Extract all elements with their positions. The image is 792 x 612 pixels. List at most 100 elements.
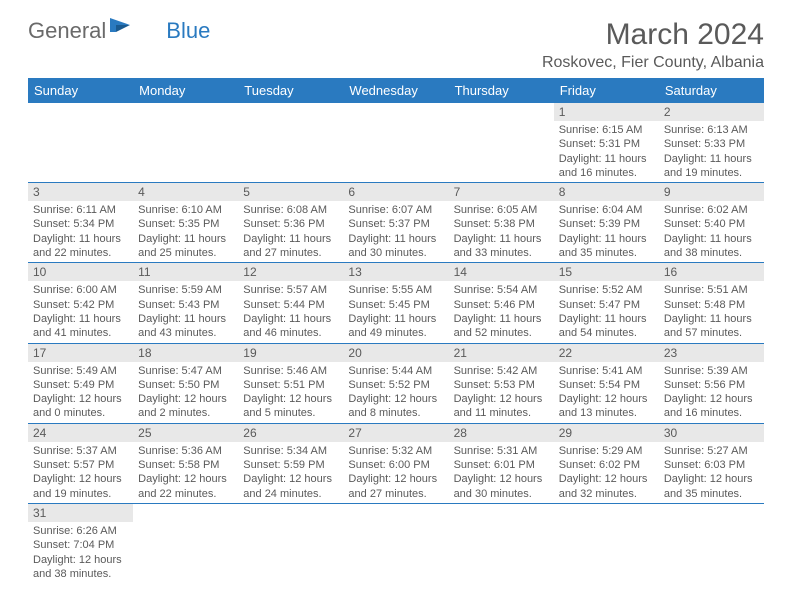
calendar-day-cell: 4Sunrise: 6:10 AMSunset: 5:35 PMDaylight… bbox=[133, 183, 238, 263]
calendar-empty-cell bbox=[238, 103, 343, 183]
calendar-empty-cell bbox=[659, 503, 764, 583]
calendar-day-cell: 24Sunrise: 5:37 AMSunset: 5:57 PMDayligh… bbox=[28, 423, 133, 503]
day-number: 30 bbox=[659, 424, 764, 442]
calendar-day-cell: 25Sunrise: 5:36 AMSunset: 5:58 PMDayligh… bbox=[133, 423, 238, 503]
day-content: Sunrise: 5:54 AMSunset: 5:46 PMDaylight:… bbox=[449, 281, 554, 342]
day-number: 20 bbox=[343, 344, 448, 362]
day-number: 12 bbox=[238, 263, 343, 281]
calendar-day-cell: 20Sunrise: 5:44 AMSunset: 5:52 PMDayligh… bbox=[343, 343, 448, 423]
day-content: Sunrise: 6:04 AMSunset: 5:39 PMDaylight:… bbox=[554, 201, 659, 262]
calendar-day-cell: 26Sunrise: 5:34 AMSunset: 5:59 PMDayligh… bbox=[238, 423, 343, 503]
calendar-empty-cell bbox=[554, 503, 659, 583]
calendar-day-cell: 12Sunrise: 5:57 AMSunset: 5:44 PMDayligh… bbox=[238, 263, 343, 343]
day-number: 28 bbox=[449, 424, 554, 442]
day-content: Sunrise: 5:42 AMSunset: 5:53 PMDaylight:… bbox=[449, 362, 554, 423]
day-content: Sunrise: 5:55 AMSunset: 5:45 PMDaylight:… bbox=[343, 281, 448, 342]
day-content: Sunrise: 6:02 AMSunset: 5:40 PMDaylight:… bbox=[659, 201, 764, 262]
day-content: Sunrise: 6:11 AMSunset: 5:34 PMDaylight:… bbox=[28, 201, 133, 262]
day-content: Sunrise: 5:27 AMSunset: 6:03 PMDaylight:… bbox=[659, 442, 764, 503]
calendar-empty-cell bbox=[449, 103, 554, 183]
day-number: 27 bbox=[343, 424, 448, 442]
calendar-day-cell: 8Sunrise: 6:04 AMSunset: 5:39 PMDaylight… bbox=[554, 183, 659, 263]
day-number: 29 bbox=[554, 424, 659, 442]
calendar-week-row: 1Sunrise: 6:15 AMSunset: 5:31 PMDaylight… bbox=[28, 103, 764, 183]
day-number: 17 bbox=[28, 344, 133, 362]
day-content: Sunrise: 5:31 AMSunset: 6:01 PMDaylight:… bbox=[449, 442, 554, 503]
day-number: 9 bbox=[659, 183, 764, 201]
calendar-day-cell: 6Sunrise: 6:07 AMSunset: 5:37 PMDaylight… bbox=[343, 183, 448, 263]
day-content: Sunrise: 5:51 AMSunset: 5:48 PMDaylight:… bbox=[659, 281, 764, 342]
day-number: 2 bbox=[659, 103, 764, 121]
calendar-empty-cell bbox=[28, 103, 133, 183]
day-number: 8 bbox=[554, 183, 659, 201]
header: General Blue March 2024 Roskovec, Fier C… bbox=[28, 18, 764, 72]
day-number: 25 bbox=[133, 424, 238, 442]
calendar-day-cell: 9Sunrise: 6:02 AMSunset: 5:40 PMDaylight… bbox=[659, 183, 764, 263]
day-content: Sunrise: 6:08 AMSunset: 5:36 PMDaylight:… bbox=[238, 201, 343, 262]
calendar-empty-cell bbox=[238, 503, 343, 583]
day-content: Sunrise: 6:15 AMSunset: 5:31 PMDaylight:… bbox=[554, 121, 659, 182]
day-number: 13 bbox=[343, 263, 448, 281]
day-content: Sunrise: 6:13 AMSunset: 5:33 PMDaylight:… bbox=[659, 121, 764, 182]
title-block: March 2024 Roskovec, Fier County, Albani… bbox=[542, 18, 764, 72]
weekday-header: Tuesday bbox=[238, 78, 343, 103]
day-content: Sunrise: 5:44 AMSunset: 5:52 PMDaylight:… bbox=[343, 362, 448, 423]
day-content: Sunrise: 5:52 AMSunset: 5:47 PMDaylight:… bbox=[554, 281, 659, 342]
day-content: Sunrise: 6:26 AMSunset: 7:04 PMDaylight:… bbox=[28, 522, 133, 583]
day-number: 24 bbox=[28, 424, 133, 442]
calendar-week-row: 10Sunrise: 6:00 AMSunset: 5:42 PMDayligh… bbox=[28, 263, 764, 343]
day-content: Sunrise: 6:10 AMSunset: 5:35 PMDaylight:… bbox=[133, 201, 238, 262]
day-content: Sunrise: 5:32 AMSunset: 6:00 PMDaylight:… bbox=[343, 442, 448, 503]
day-content: Sunrise: 5:49 AMSunset: 5:49 PMDaylight:… bbox=[28, 362, 133, 423]
weekday-header: Thursday bbox=[449, 78, 554, 103]
weekday-header: Monday bbox=[133, 78, 238, 103]
day-content: Sunrise: 5:57 AMSunset: 5:44 PMDaylight:… bbox=[238, 281, 343, 342]
logo: General Blue bbox=[28, 18, 210, 44]
calendar-table: SundayMondayTuesdayWednesdayThursdayFrid… bbox=[28, 78, 764, 583]
day-number: 31 bbox=[28, 504, 133, 522]
day-number: 22 bbox=[554, 344, 659, 362]
day-number: 16 bbox=[659, 263, 764, 281]
day-content: Sunrise: 6:05 AMSunset: 5:38 PMDaylight:… bbox=[449, 201, 554, 262]
calendar-head: SundayMondayTuesdayWednesdayThursdayFrid… bbox=[28, 78, 764, 103]
day-number: 15 bbox=[554, 263, 659, 281]
day-content: Sunrise: 6:00 AMSunset: 5:42 PMDaylight:… bbox=[28, 281, 133, 342]
day-number: 3 bbox=[28, 183, 133, 201]
calendar-day-cell: 27Sunrise: 5:32 AMSunset: 6:00 PMDayligh… bbox=[343, 423, 448, 503]
day-number: 26 bbox=[238, 424, 343, 442]
logo-text-blue: Blue bbox=[166, 18, 210, 44]
calendar-day-cell: 2Sunrise: 6:13 AMSunset: 5:33 PMDaylight… bbox=[659, 103, 764, 183]
calendar-week-row: 17Sunrise: 5:49 AMSunset: 5:49 PMDayligh… bbox=[28, 343, 764, 423]
calendar-week-row: 31Sunrise: 6:26 AMSunset: 7:04 PMDayligh… bbox=[28, 503, 764, 583]
day-number: 7 bbox=[449, 183, 554, 201]
calendar-day-cell: 30Sunrise: 5:27 AMSunset: 6:03 PMDayligh… bbox=[659, 423, 764, 503]
calendar-day-cell: 14Sunrise: 5:54 AMSunset: 5:46 PMDayligh… bbox=[449, 263, 554, 343]
day-content: Sunrise: 5:36 AMSunset: 5:58 PMDaylight:… bbox=[133, 442, 238, 503]
day-number: 1 bbox=[554, 103, 659, 121]
weekday-row: SundayMondayTuesdayWednesdayThursdayFrid… bbox=[28, 78, 764, 103]
weekday-header: Wednesday bbox=[343, 78, 448, 103]
day-number: 19 bbox=[238, 344, 343, 362]
day-number: 11 bbox=[133, 263, 238, 281]
calendar-day-cell: 21Sunrise: 5:42 AMSunset: 5:53 PMDayligh… bbox=[449, 343, 554, 423]
calendar-empty-cell bbox=[449, 503, 554, 583]
calendar-day-cell: 11Sunrise: 5:59 AMSunset: 5:43 PMDayligh… bbox=[133, 263, 238, 343]
logo-flag-icon bbox=[110, 16, 134, 34]
day-content: Sunrise: 5:37 AMSunset: 5:57 PMDaylight:… bbox=[28, 442, 133, 503]
day-content: Sunrise: 5:39 AMSunset: 5:56 PMDaylight:… bbox=[659, 362, 764, 423]
calendar-day-cell: 10Sunrise: 6:00 AMSunset: 5:42 PMDayligh… bbox=[28, 263, 133, 343]
calendar-day-cell: 13Sunrise: 5:55 AMSunset: 5:45 PMDayligh… bbox=[343, 263, 448, 343]
calendar-body: 1Sunrise: 6:15 AMSunset: 5:31 PMDaylight… bbox=[28, 103, 764, 583]
calendar-empty-cell bbox=[133, 503, 238, 583]
day-number: 23 bbox=[659, 344, 764, 362]
calendar-day-cell: 19Sunrise: 5:46 AMSunset: 5:51 PMDayligh… bbox=[238, 343, 343, 423]
day-number: 10 bbox=[28, 263, 133, 281]
day-number: 5 bbox=[238, 183, 343, 201]
calendar-day-cell: 17Sunrise: 5:49 AMSunset: 5:49 PMDayligh… bbox=[28, 343, 133, 423]
day-content: Sunrise: 5:41 AMSunset: 5:54 PMDaylight:… bbox=[554, 362, 659, 423]
calendar-week-row: 24Sunrise: 5:37 AMSunset: 5:57 PMDayligh… bbox=[28, 423, 764, 503]
day-content: Sunrise: 5:34 AMSunset: 5:59 PMDaylight:… bbox=[238, 442, 343, 503]
calendar-day-cell: 23Sunrise: 5:39 AMSunset: 5:56 PMDayligh… bbox=[659, 343, 764, 423]
location: Roskovec, Fier County, Albania bbox=[542, 54, 764, 72]
calendar-empty-cell bbox=[343, 103, 448, 183]
